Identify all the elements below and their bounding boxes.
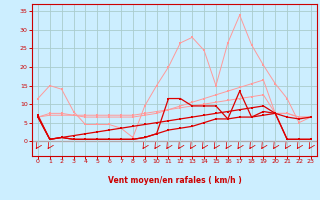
X-axis label: Vent moyen/en rafales ( km/h ): Vent moyen/en rafales ( km/h )	[108, 176, 241, 185]
